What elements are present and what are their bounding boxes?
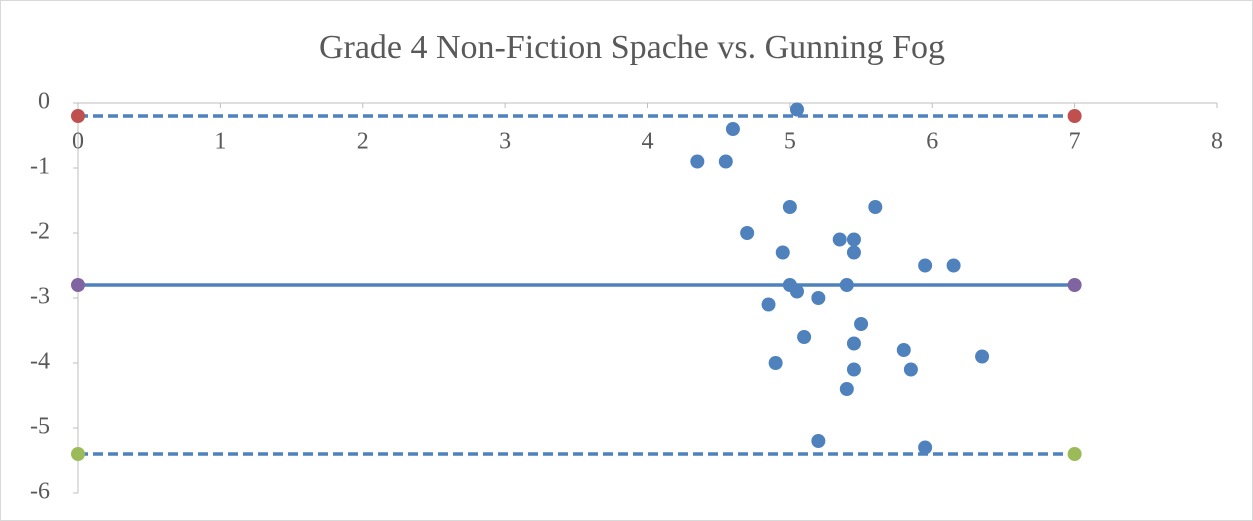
- point: [782, 200, 797, 214]
- x-tick-label: 3: [499, 129, 511, 155]
- point: [918, 258, 933, 273]
- point: [946, 258, 961, 273]
- point: [811, 291, 826, 305]
- x-tick-label: 8: [1211, 129, 1223, 155]
- y-tick-label: -1: [30, 154, 50, 180]
- point: [839, 382, 854, 396]
- point: [854, 317, 869, 331]
- point: [918, 440, 933, 455]
- point: [846, 362, 861, 377]
- point: [811, 434, 826, 448]
- x-tick-label: 0: [72, 129, 84, 155]
- line-endpoint: [1067, 447, 1082, 461]
- y-tick-label: -6: [30, 479, 50, 505]
- chart-title: Grade 4 Non-Fiction Spache vs. Gunning F…: [319, 29, 945, 66]
- x-tick-label: 6: [926, 129, 938, 155]
- y-tick-label: -2: [30, 219, 50, 245]
- y-tick-label: 0: [38, 89, 50, 115]
- point: [846, 232, 861, 247]
- point: [761, 297, 776, 312]
- x-tick-label: 5: [784, 129, 796, 155]
- y-tick-label: -5: [30, 414, 50, 440]
- point: [846, 336, 861, 351]
- point: [868, 200, 883, 214]
- x-tick-label: 4: [642, 129, 654, 155]
- point: [725, 122, 740, 136]
- line-endpoint: [71, 109, 85, 123]
- y-tick-label: -4: [30, 349, 50, 375]
- point: [797, 330, 812, 344]
- point: [768, 356, 783, 370]
- line-endpoint: [1067, 278, 1082, 292]
- point: [789, 284, 804, 299]
- x-tick-label: 7: [1069, 129, 1081, 155]
- line-endpoint: [71, 447, 85, 461]
- line-endpoint: [1067, 109, 1082, 123]
- point: [896, 343, 911, 357]
- line-endpoint: [71, 278, 85, 292]
- point: [975, 349, 990, 364]
- point: [903, 362, 918, 377]
- point: [740, 226, 755, 240]
- point: [775, 245, 790, 260]
- x-tick-label: 1: [214, 129, 226, 155]
- point: [846, 245, 861, 260]
- point: [690, 154, 705, 169]
- y-tick-label: -3: [30, 284, 50, 310]
- point: [832, 232, 847, 247]
- point: [789, 102, 804, 117]
- x-tick-label: 2: [357, 129, 369, 155]
- point: [718, 154, 733, 169]
